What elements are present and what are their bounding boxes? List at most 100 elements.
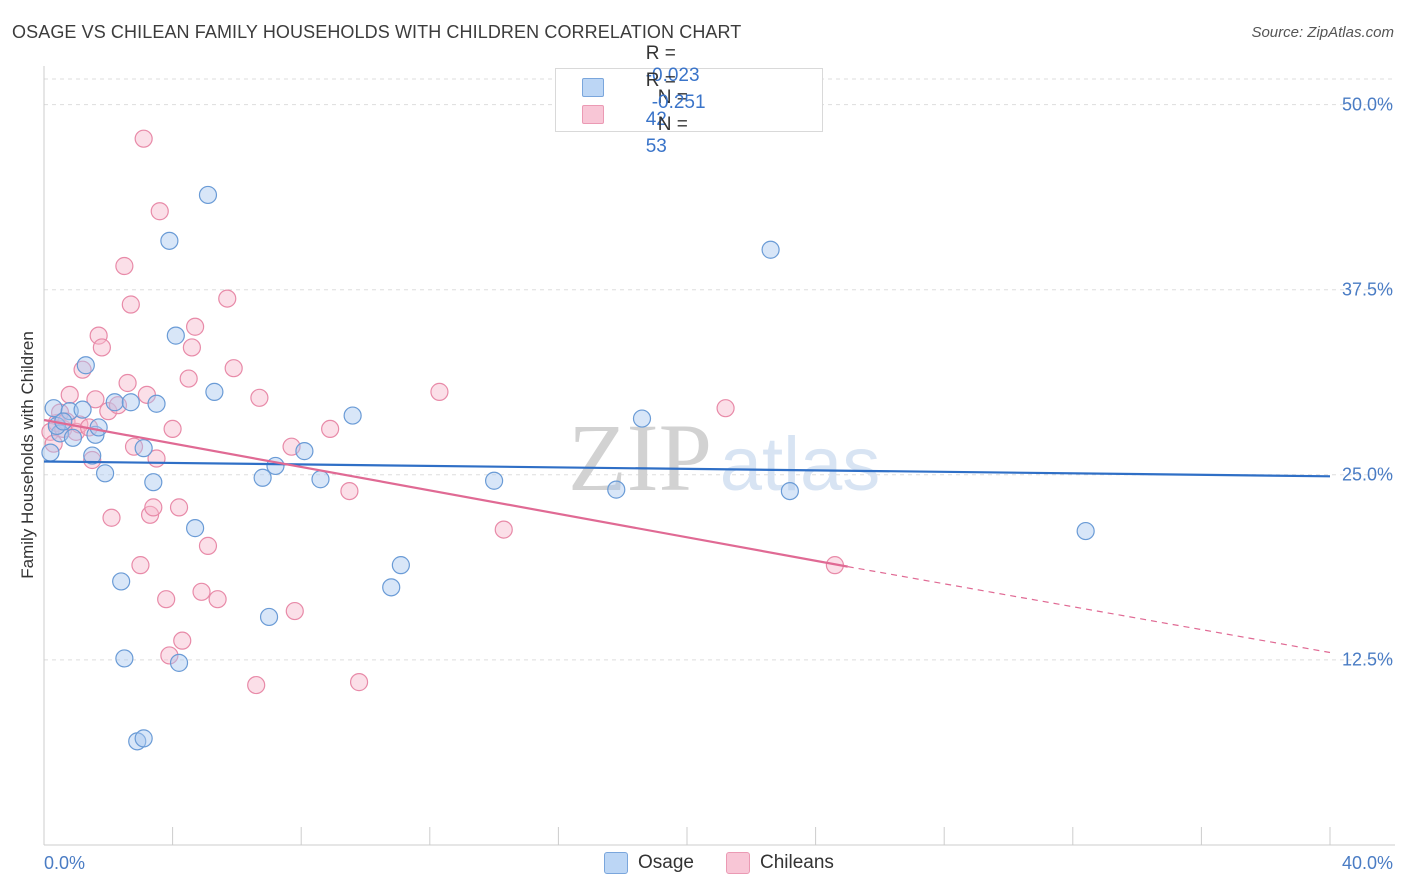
data-point-osage [391, 556, 410, 575]
data-point-osage [253, 468, 272, 487]
data-point-osage [295, 442, 314, 461]
y-tick-label: 37.5% [1341, 279, 1393, 300]
chart-title: OSAGE VS CHILEAN FAMILY HOUSEHOLDS WITH … [12, 22, 742, 42]
legend-n-label: N = [657, 87, 688, 108]
data-point-chileans [198, 536, 218, 555]
data-point-chileans [89, 326, 108, 345]
data-point-chileans [102, 508, 121, 527]
series-chileans [41, 129, 844, 695]
trend-line-osage [43, 460, 1331, 478]
data-point-osage [266, 456, 285, 476]
data-point-osage [485, 471, 504, 490]
data-point-osage [76, 356, 95, 375]
data-point-osage [761, 240, 780, 259]
watermark-atlas: atlas [720, 422, 881, 507]
x-tick-label-min: 0.0% [44, 853, 86, 873]
legend-label-osage: Osage [638, 852, 694, 873]
data-point-osage [105, 393, 124, 412]
data-point-chileans [99, 402, 118, 421]
legend-n-value-osage: 42 [645, 109, 667, 130]
data-point-osage [95, 464, 115, 483]
y-tick-label: 50.0% [1341, 94, 1393, 115]
data-point-chileans [182, 338, 201, 357]
gridlines [44, 78, 1395, 661]
data-point-chileans [157, 590, 176, 609]
data-point-chileans [285, 601, 304, 621]
data-point-chileans [173, 631, 192, 650]
axes [43, 66, 1395, 846]
data-point-chileans [247, 675, 266, 695]
data-point-chileans [179, 369, 198, 388]
data-point-osage [144, 473, 163, 492]
data-point-osage [63, 428, 83, 447]
data-point-chileans [92, 338, 111, 357]
legend-n-value-chileans: 53 [645, 136, 667, 157]
data-point-chileans [186, 317, 205, 336]
data-point-osage [83, 446, 102, 465]
data-point-chileans [494, 520, 513, 539]
legend-swatch-osage [582, 77, 604, 97]
data-point-osage [607, 480, 626, 499]
data-point-osage [198, 185, 218, 205]
data-point-osage [160, 231, 179, 250]
data-point-osage [115, 649, 134, 668]
data-point-osage [632, 409, 652, 428]
legend-r-label: R = [645, 43, 676, 64]
legend-swatch-chileans [582, 104, 604, 124]
data-point-chileans [430, 382, 449, 401]
data-point-chileans [218, 289, 237, 308]
data-point-osage [169, 653, 189, 672]
data-point-osage [134, 729, 153, 748]
x-tick-label-max: 40.0% [1341, 853, 1393, 873]
data-point-chileans [160, 646, 179, 665]
data-point-osage [259, 607, 279, 627]
correlation-legend: R = -0.023 N = 42 R = -0.251 N = 53 [555, 43, 823, 157]
legend-label-chileans: Chileans [760, 852, 834, 873]
data-point-osage [89, 418, 108, 437]
data-point-chileans [163, 419, 182, 439]
source-label: Source: ZipAtlas.com [1251, 24, 1394, 41]
data-point-chileans [150, 202, 169, 221]
data-point-chileans [131, 556, 150, 575]
data-point-chileans [349, 673, 369, 692]
data-point-chileans [224, 359, 243, 378]
data-point-chileans [192, 582, 211, 601]
data-point-chileans [86, 390, 105, 409]
data-point-osage [112, 572, 131, 591]
data-point-chileans [340, 481, 359, 501]
trend-lines [43, 418, 1331, 654]
data-point-osage [121, 393, 140, 412]
data-point-chileans [83, 450, 102, 470]
watermark-zip: ZIP [568, 404, 712, 511]
data-point-chileans [321, 419, 340, 439]
data-point-osage [134, 439, 153, 458]
data-point-chileans [118, 373, 137, 393]
legend-r-label: R = [645, 70, 676, 91]
data-point-chileans [121, 295, 140, 314]
data-point-osage [147, 394, 166, 413]
data-point-chileans [124, 437, 144, 456]
data-point-osage [382, 578, 401, 597]
data-point-osage [205, 382, 224, 401]
data-point-chileans [134, 129, 153, 148]
data-point-osage [166, 326, 185, 345]
data-point-chileans [208, 590, 227, 609]
data-point-osage [41, 443, 60, 462]
data-point-chileans [250, 388, 269, 407]
data-point-chileans [115, 256, 134, 276]
data-point-osage [343, 406, 362, 425]
legend-r-value-chileans: -0.251 [651, 92, 706, 113]
legend-swatch-chileans [726, 852, 750, 874]
bottom-legend-chileans: Chileans [726, 852, 834, 874]
legend-r-value-osage: -0.023 [645, 65, 700, 86]
legend-n-label: N = [657, 114, 688, 135]
data-point-chileans [169, 498, 189, 517]
bottom-legend-osage: Osage [604, 852, 694, 874]
legend-swatch-osage [604, 852, 628, 874]
trend-line-chileans-extension [847, 566, 1331, 654]
series-osage [41, 185, 1095, 751]
data-point-chileans [60, 385, 79, 404]
data-point-osage [73, 400, 92, 419]
trend-line-chileans [43, 418, 848, 568]
